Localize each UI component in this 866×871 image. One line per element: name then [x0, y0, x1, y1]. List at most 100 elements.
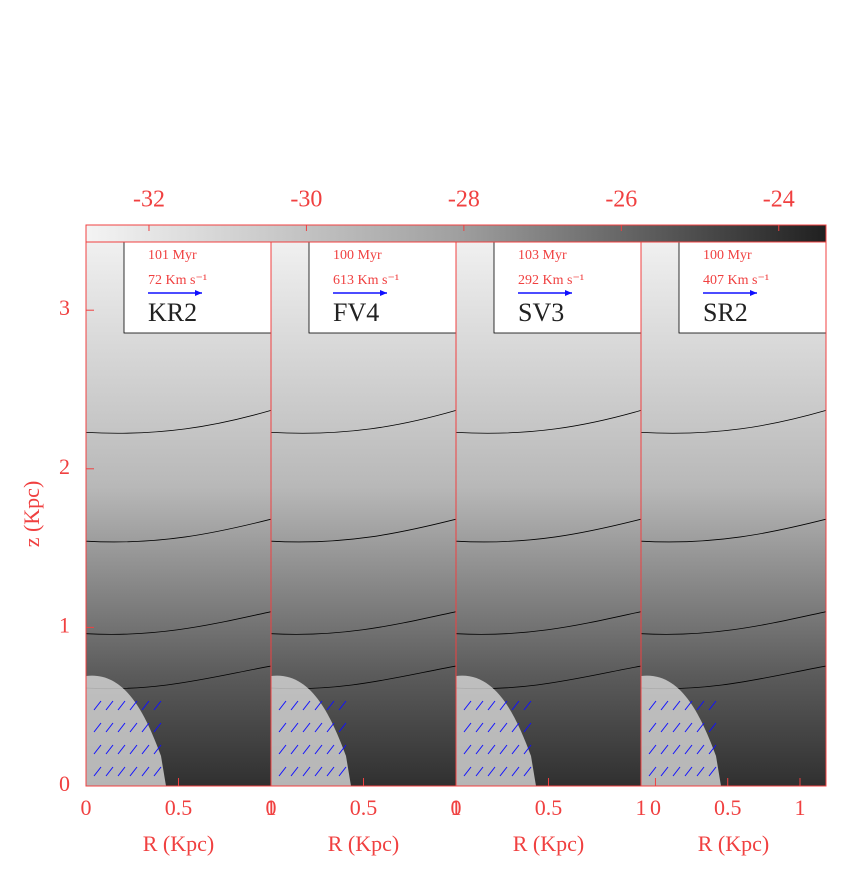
contour: [455, 518, 642, 543]
velocity-vector: [117, 700, 126, 711]
velocity-vector: [93, 766, 102, 777]
velocity-vector: [487, 722, 496, 733]
y-tick-label: 1: [59, 612, 70, 637]
velocity-vector: [338, 766, 347, 777]
velocity-vector: [463, 744, 472, 755]
velocity-scale-label: 72 Km s⁻¹: [148, 273, 207, 288]
contour: [270, 611, 457, 635]
x-tick-label: 0.5: [350, 795, 378, 820]
contour: [455, 410, 642, 434]
velocity-vector: [153, 722, 162, 733]
velocity-vector: [117, 722, 126, 733]
velocity-vector: [523, 722, 532, 733]
outflow: [641, 675, 721, 786]
contour: [85, 611, 272, 635]
velocity-vector: [511, 744, 520, 755]
velocity-vector: [648, 744, 657, 755]
velocity-vector: [290, 766, 299, 777]
velocity-vector: [290, 722, 299, 733]
x-tick-label: 1: [451, 795, 462, 820]
contour: [85, 410, 272, 434]
velocity-vector: [93, 700, 102, 711]
velocity-vector: [696, 766, 705, 777]
velocity-vector: [314, 766, 323, 777]
velocity-vector: [708, 744, 717, 755]
panel: 103 Myr 292 Km s⁻¹ SV3 0 0.5 1 R (Kpc): [451, 241, 647, 856]
velocity-vector: [660, 744, 669, 755]
velocity-vector: [141, 744, 150, 755]
x-tick-label: 1: [636, 795, 647, 820]
velocity-vector: [511, 766, 520, 777]
velocity-vector: [648, 700, 657, 711]
velocity-vector: [463, 700, 472, 711]
panel-frame: [640, 241, 827, 787]
y-tick-label: 3: [59, 295, 70, 320]
velocity-scale-label: 613 Km s⁻¹: [333, 273, 399, 288]
velocity-vector: [153, 744, 162, 755]
legend-box: [123, 241, 272, 334]
velocity-vector: [141, 700, 150, 711]
velocity-vector: [302, 766, 311, 777]
velocity-vector: [660, 700, 669, 711]
colorbar-tick-label: -32: [133, 187, 165, 213]
velocity-vector: [105, 744, 114, 755]
velocity-vector: [499, 766, 508, 777]
velocity-vector: [93, 744, 102, 755]
panel: 101 Myr 72 Km s⁻¹ KR2 0 0.5 1 R (Kpc): [81, 241, 277, 856]
colorbar-tick-label: -26: [605, 187, 637, 213]
velocity-vector: [302, 744, 311, 755]
velocity-vector: [708, 766, 717, 777]
velocity-vector: [684, 722, 693, 733]
y-tick-label: 2: [59, 454, 70, 479]
velocity-vector: [684, 744, 693, 755]
velocity-scale-arrowhead: [195, 290, 202, 296]
velocity-vector: [708, 722, 717, 733]
velocity-vector: [523, 700, 532, 711]
velocity-vector: [660, 766, 669, 777]
colorbar-tick-label: -24: [763, 187, 795, 213]
velocity-vector: [153, 766, 162, 777]
velocity-vector: [290, 744, 299, 755]
legend-box: [308, 241, 457, 334]
velocity-vector: [129, 744, 138, 755]
x-axis-label: R (Kpc): [328, 831, 399, 856]
outflow: [456, 675, 536, 786]
contour: [270, 518, 457, 543]
velocity-vector: [290, 700, 299, 711]
velocity-vector: [672, 744, 681, 755]
contour: [455, 611, 642, 635]
colorbar-tick-label: -30: [290, 187, 322, 213]
outflow: [86, 675, 166, 786]
velocity-scale-label: 407 Km s⁻¹: [703, 273, 769, 288]
velocity-vector: [302, 700, 311, 711]
x-tick-label: 1: [266, 795, 277, 820]
x-axis-label: R (Kpc): [513, 831, 584, 856]
velocity-vector: [499, 744, 508, 755]
time-label: 100 Myr: [703, 248, 752, 263]
time-label: 100 Myr: [333, 248, 382, 263]
x-tick-label: 0.5: [714, 795, 742, 820]
panel-label: SR2: [703, 298, 748, 327]
velocity-vector: [487, 744, 496, 755]
y-tick-label: 0: [59, 771, 70, 796]
velocity-vector: [523, 744, 532, 755]
panel: 100 Myr 613 Km s⁻¹ FV4 0 0.5 1 R (Kpc): [266, 241, 462, 856]
velocity-scale-arrowhead: [380, 290, 387, 296]
x-tick-label: 0: [451, 795, 462, 820]
velocity-vector: [314, 722, 323, 733]
velocity-vector: [326, 722, 335, 733]
velocity-vector: [326, 744, 335, 755]
velocity-scale-label: 292 Km s⁻¹: [518, 273, 584, 288]
legend-box: [493, 241, 642, 334]
x-tick-label: 0: [81, 795, 92, 820]
colorbar-tick-label: -28: [448, 187, 480, 213]
velocity-vector: [475, 766, 484, 777]
velocity-vector: [105, 722, 114, 733]
velocity-vector: [105, 766, 114, 777]
velocity-vector: [648, 722, 657, 733]
velocity-vector: [696, 744, 705, 755]
velocity-vector: [696, 722, 705, 733]
velocity-vector: [93, 722, 102, 733]
velocity-vector: [326, 766, 335, 777]
